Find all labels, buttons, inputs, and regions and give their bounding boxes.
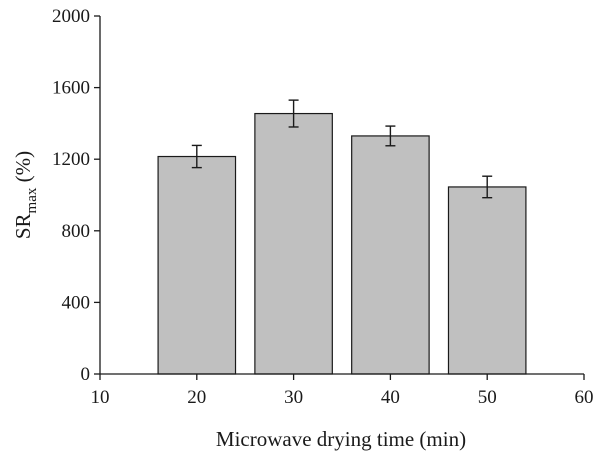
y-axis-title-main: SR — [11, 213, 35, 239]
ticks-layer: 0 400 800 1200 1600 2000 10 20 30 40 50 60 — [52, 6, 594, 408]
x-tick-label-20: 20 — [187, 387, 206, 408]
error-bar-30 — [288, 99, 299, 128]
x-tick-label-10: 10 — [91, 387, 110, 408]
x-tick-label-30: 30 — [284, 387, 303, 408]
axes-layer — [99, 16, 584, 375]
y-tick-label-1200: 1200 — [52, 149, 90, 170]
y-axis-title-unit: (%) — [11, 151, 35, 188]
y-axis-title-subscript: max — [24, 187, 40, 213]
bar-30 — [254, 112, 333, 375]
bar-50 — [447, 186, 527, 375]
error-bar-50 — [482, 175, 493, 199]
error-bar-20 — [191, 144, 202, 169]
x-tick-label-60: 60 — [575, 387, 594, 408]
y-tick-label-1600: 1600 — [52, 78, 90, 99]
bars-layer — [157, 112, 527, 375]
error-bars-layer — [191, 99, 493, 199]
y-tick-label-2000: 2000 — [52, 6, 90, 27]
error-bar-40 — [385, 125, 396, 147]
x-tick-label-50: 50 — [478, 387, 497, 408]
y-axis-title: SRmax (%) — [11, 151, 40, 239]
x-axis-title: Microwave drying time (min) — [216, 427, 466, 451]
bar-40 — [351, 135, 430, 375]
y-tick-label-400: 400 — [62, 292, 91, 313]
y-tick-label-0: 0 — [81, 364, 91, 385]
x-tick-label-40: 40 — [381, 387, 400, 408]
bar-20 — [157, 155, 237, 375]
y-tick-label-800: 800 — [62, 221, 91, 242]
